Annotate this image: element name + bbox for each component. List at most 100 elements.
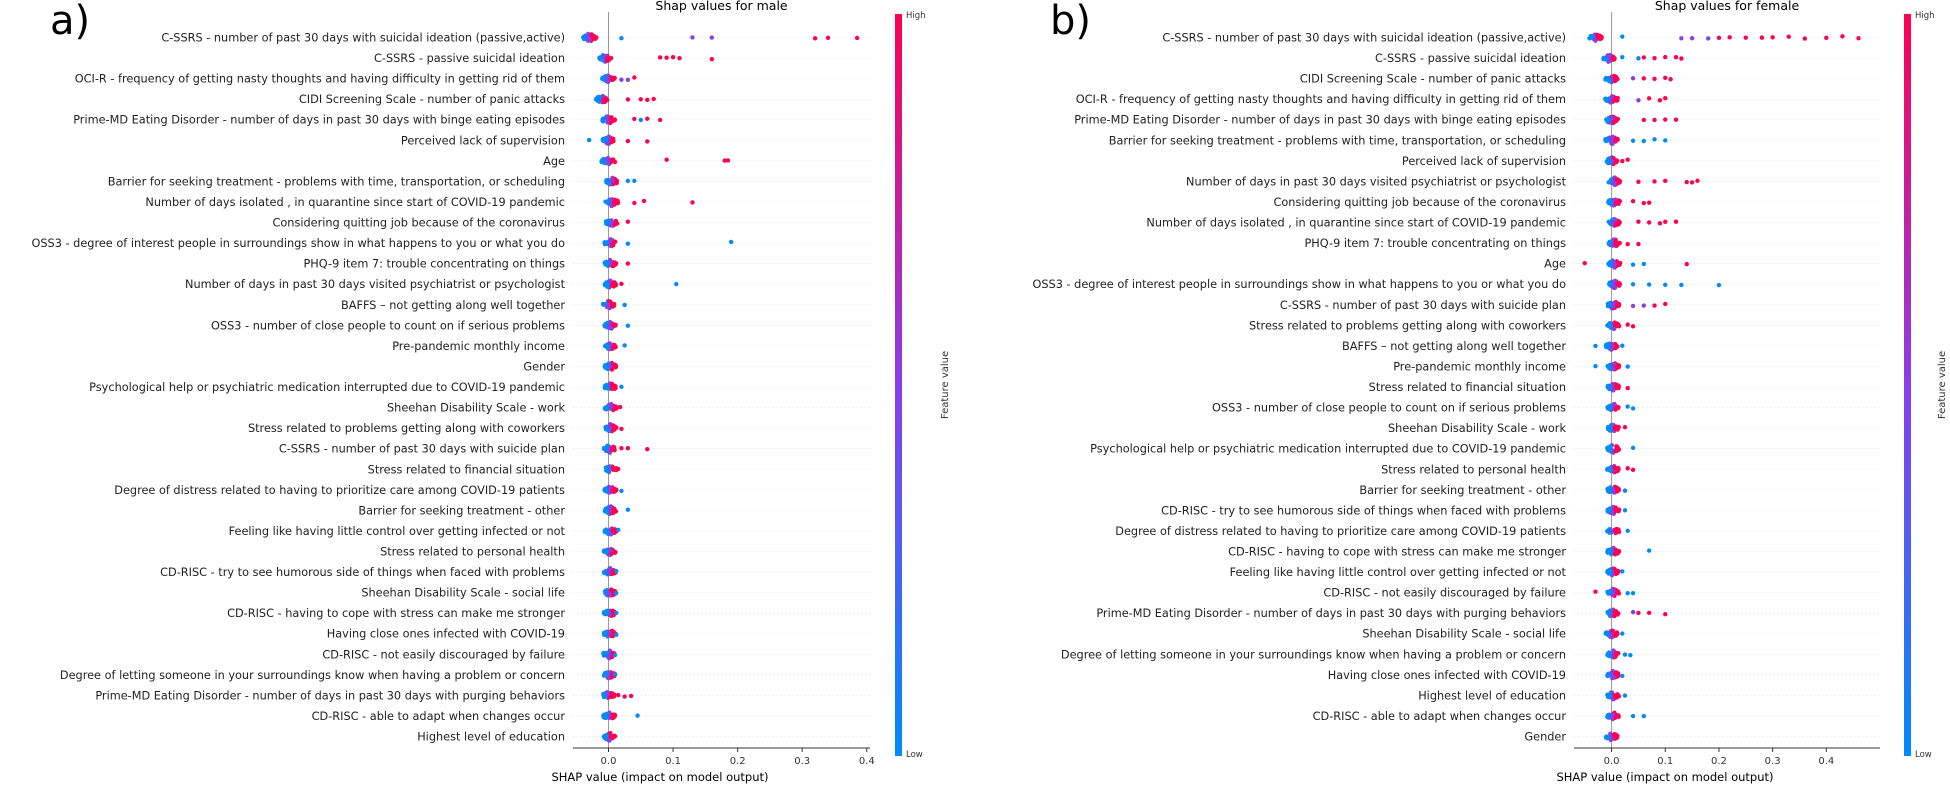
shap-point-cluster <box>601 570 607 576</box>
shap-point <box>1856 36 1861 41</box>
x-axis-label: SHAP value (impact on model output) <box>551 770 768 784</box>
shap-point-cluster <box>1607 160 1612 165</box>
shap-point-cluster <box>1612 465 1617 471</box>
feature-label: Perceived lack of supervision <box>401 134 565 147</box>
shap-point-cluster <box>1607 301 1613 306</box>
shap-point-cluster <box>603 488 609 494</box>
shap-point <box>1641 76 1646 81</box>
shap-point <box>617 404 623 410</box>
shap-point <box>638 97 643 102</box>
shap-point <box>709 35 715 40</box>
shap-point-cluster <box>1605 75 1610 81</box>
shap-point-cluster <box>607 341 612 346</box>
shap-point-cluster <box>605 262 610 267</box>
shap-point-cluster <box>609 633 614 638</box>
shap-point-cluster <box>609 303 614 308</box>
shap-point-cluster <box>1614 695 1620 700</box>
feature-label: Prime-MD Eating Disorder - number of day… <box>73 114 565 127</box>
shap-point-cluster <box>609 283 614 288</box>
shap-point <box>1652 76 1657 82</box>
shap-point-cluster <box>606 134 612 139</box>
shap-point-cluster <box>1614 671 1619 676</box>
shap-point <box>625 138 631 144</box>
shap-point <box>1641 138 1646 144</box>
shap-point <box>670 54 676 60</box>
shap-point <box>1706 36 1711 41</box>
shap-point-cluster <box>1613 346 1618 351</box>
shap-point-cluster <box>604 550 609 555</box>
shap-point <box>1625 404 1630 409</box>
feature-label: Number of days in past 30 days visited p… <box>1186 175 1567 188</box>
shap-point-cluster <box>596 98 601 103</box>
shap-point-cluster <box>1605 734 1611 739</box>
shap-point-cluster <box>1606 365 1611 371</box>
shap-point-cluster <box>1606 446 1612 452</box>
shap-point <box>619 426 624 432</box>
shap-point <box>1641 55 1646 60</box>
shap-point-cluster <box>609 404 614 409</box>
x-tick-label: 0.2 <box>730 756 746 767</box>
shap-point-cluster <box>606 738 612 743</box>
shap-point-cluster <box>1588 35 1593 41</box>
shap-point-cluster <box>1613 633 1619 638</box>
shap-point <box>1630 138 1636 143</box>
x-tick-label: 0.3 <box>794 756 810 767</box>
shap-point-cluster <box>605 159 611 164</box>
feature-label: CD-RISC - not easily discouraged by fail… <box>322 648 565 661</box>
shap-point-cluster <box>610 736 615 741</box>
shap-point <box>615 466 621 472</box>
shap-point-cluster <box>1612 551 1618 557</box>
shap-point-cluster <box>1595 32 1600 37</box>
shap-point <box>1630 324 1636 329</box>
shap-point <box>1673 117 1679 122</box>
shap-point-cluster <box>1605 467 1610 472</box>
feature-label: Sheehan Disability Scale - social life <box>1362 628 1566 641</box>
shap-point-cluster <box>605 464 610 470</box>
shap-point <box>1716 282 1722 288</box>
shap-point-cluster <box>1613 341 1618 347</box>
shap-point <box>1802 36 1808 41</box>
shap-point-cluster <box>1611 648 1616 653</box>
shap-point-cluster <box>1611 326 1616 332</box>
shap-point <box>1636 610 1641 616</box>
shap-point-cluster <box>1608 423 1614 428</box>
shap-point <box>1652 179 1657 184</box>
shap-point-cluster <box>1613 323 1618 328</box>
x-tick-label: 0.3 <box>1765 756 1781 767</box>
feature-label: Number of days isolated , in quarantine … <box>145 196 565 209</box>
feature-label: PHQ-9 item 7: trouble concentrating on t… <box>1304 237 1566 250</box>
shap-point-cluster <box>1603 57 1609 62</box>
shap-point-cluster <box>614 201 620 206</box>
panel-female: b) Shap values for female C-SSRS - number … <box>1032 0 1948 784</box>
feature-label: Age <box>1544 258 1566 271</box>
shap-point <box>1628 652 1633 658</box>
shap-point-cluster <box>1607 386 1612 392</box>
shap-point <box>1620 158 1625 164</box>
shap-point <box>1630 467 1636 473</box>
shap-point-cluster <box>608 693 613 699</box>
shap-point-cluster <box>1613 238 1618 243</box>
feature-label: Age <box>543 155 565 168</box>
shap-point <box>1727 35 1732 40</box>
feature-label: Highest level of education <box>1418 689 1566 702</box>
shap-point-cluster <box>1612 73 1617 78</box>
shap-point <box>645 446 650 452</box>
shap-point <box>628 693 634 699</box>
shap-point <box>1593 589 1598 594</box>
shap-point-cluster <box>1615 447 1620 452</box>
shap-point-cluster <box>1607 117 1612 123</box>
shap-point-cluster <box>1613 654 1618 659</box>
shap-point-cluster <box>605 120 610 125</box>
shap-point <box>812 36 818 41</box>
shap-point-cluster <box>1604 98 1609 103</box>
shap-point-cluster <box>604 382 609 388</box>
shap-point-cluster <box>602 712 607 717</box>
x-tick-label: 0.0 <box>1604 756 1620 767</box>
shap-point <box>1630 199 1636 204</box>
feature-label: Degree of distress related to having to … <box>114 484 565 497</box>
shap-point-cluster <box>1591 33 1596 39</box>
shap-point-cluster <box>601 97 606 103</box>
shap-point <box>657 55 663 60</box>
shap-point-cluster <box>606 428 611 433</box>
shap-point-cluster <box>1611 98 1616 104</box>
